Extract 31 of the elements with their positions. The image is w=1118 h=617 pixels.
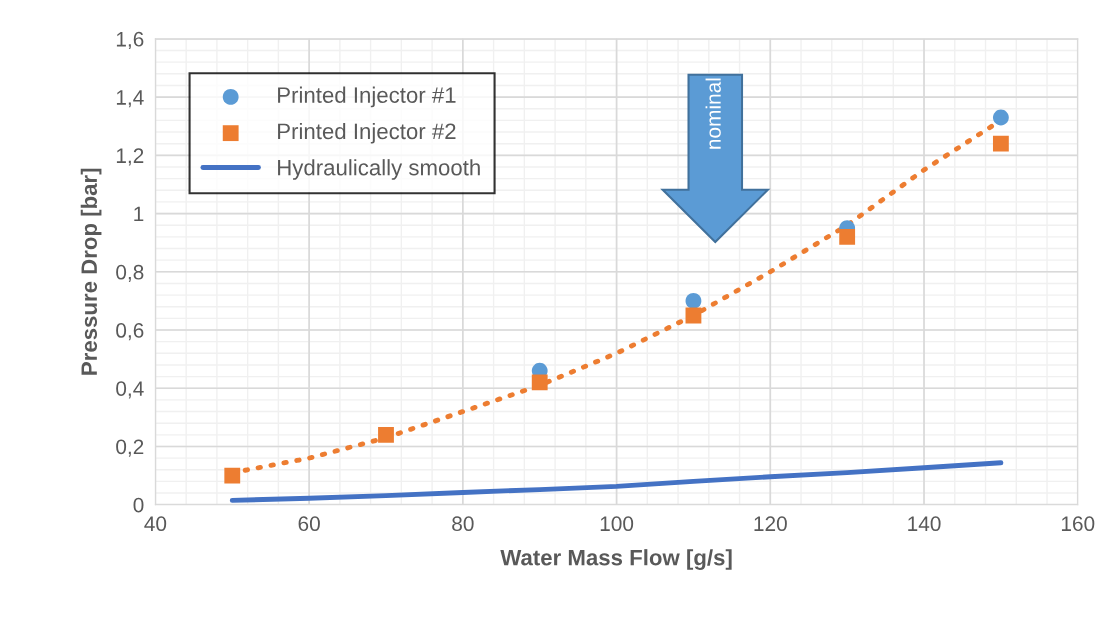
x-axis-title: Water Mass Flow [g/s] — [500, 549, 732, 570]
legend-label: Hydraulically smooth — [278, 159, 480, 180]
point — [992, 135, 1009, 152]
y-axis-title: Pressure Drop [bar] — [80, 168, 102, 375]
y-tick-label: 1,6 — [116, 31, 144, 50]
y-tick-label: 1,2 — [116, 148, 144, 166]
legend-label: Printed Injector #1 — [278, 86, 456, 108]
y-tick-label: 0,4 — [116, 381, 144, 399]
annotation: nominal — [705, 78, 721, 149]
x-tick-label: 140 — [908, 516, 941, 532]
legend-label: Printed Injector #2 — [278, 122, 456, 144]
x-tick-label: 100 — [600, 516, 634, 532]
y-tick-label: 0 — [133, 497, 144, 513]
point — [685, 292, 702, 309]
x-tick-label: 160 — [1061, 516, 1095, 532]
point — [531, 374, 548, 391]
x-tick-label: 40 — [144, 516, 167, 532]
x-tick-label: 120 — [754, 516, 787, 532]
x-tick-label: 80 — [452, 516, 474, 532]
y-tick-label: 0,8 — [116, 264, 144, 282]
x-tick-label: 60 — [298, 516, 320, 532]
point — [992, 109, 1009, 126]
y-tick-label: 0,6 — [116, 323, 144, 341]
y-tick-label: 0,2 — [116, 439, 144, 457]
point — [224, 467, 241, 484]
y-tick-label: 1,4 — [116, 90, 144, 108]
y-tick-label: 1 — [134, 206, 144, 222]
line-series — [229, 460, 1004, 503]
point — [685, 307, 702, 324]
point — [839, 228, 856, 245]
point — [378, 426, 394, 443]
